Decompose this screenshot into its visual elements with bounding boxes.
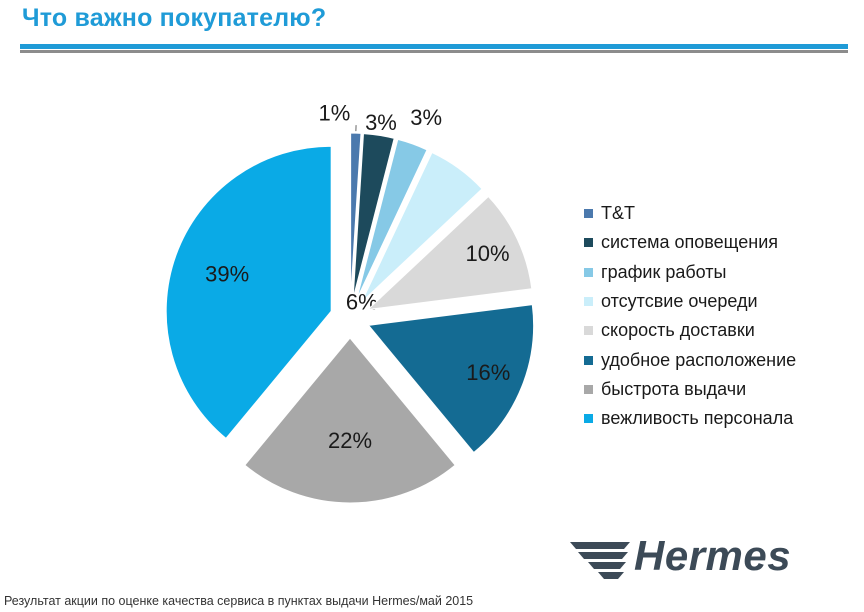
legend-swatch xyxy=(584,355,593,365)
legend-swatch xyxy=(584,238,593,248)
pie-slice xyxy=(165,145,332,440)
legend-swatch xyxy=(584,209,593,219)
legend-label: быстрота выдачи xyxy=(601,378,747,399)
legend-swatch xyxy=(584,384,593,394)
legend-label: вежливость персонала xyxy=(601,408,794,429)
legend-label: T&T xyxy=(601,203,635,224)
hermes-logo-text: Hermes xyxy=(634,532,792,579)
slice-value-label: 39% xyxy=(205,261,249,286)
legend-item: система оповещения xyxy=(584,228,796,257)
hermes-logo: Hermes xyxy=(570,532,820,586)
legend-item: скорость доставки xyxy=(584,316,796,345)
legend-label: система оповещения xyxy=(601,232,778,253)
title-rule-blue xyxy=(20,44,848,49)
legend-swatch xyxy=(584,326,593,336)
title-rule-grey xyxy=(20,50,848,53)
legend-item: T&T xyxy=(584,199,796,228)
legend-item: удобное расположение xyxy=(584,345,796,374)
legend-label: скорость доставки xyxy=(601,320,755,341)
chart-legend: T&T система оповещения график работы отсутс… xyxy=(584,199,796,433)
slice-value-label: 10% xyxy=(466,241,510,266)
slice-value-label: 16% xyxy=(466,360,510,385)
legend-label: отсутсвие очереди xyxy=(601,291,758,312)
legend-item: вежливость персонала xyxy=(584,404,796,433)
legend-swatch xyxy=(584,414,593,424)
slice-value-label: 22% xyxy=(328,428,372,453)
legend-swatch xyxy=(584,267,593,277)
page-title: Что важно покупателю? xyxy=(22,4,327,32)
footer-note: Результат акции по оценке качества серви… xyxy=(4,594,474,608)
slice-value-label: 6% xyxy=(346,289,378,314)
pie-slice xyxy=(350,132,362,299)
legend-item: график работы xyxy=(584,258,796,287)
legend-label: удобное расположение xyxy=(601,349,797,370)
pie-slice xyxy=(367,304,535,454)
legend-label: график работы xyxy=(601,261,727,282)
pie-slice xyxy=(356,138,428,300)
pie-slice xyxy=(366,195,533,311)
slice-value-label: 3% xyxy=(410,105,442,130)
pie-slice xyxy=(352,133,395,299)
legend-item: быстрота выдачи xyxy=(584,375,796,404)
slice-value-label: 3% xyxy=(365,110,397,135)
hermes-wing-icon xyxy=(570,542,630,579)
pie-slice xyxy=(244,337,456,504)
legend-item: отсутсвие очереди xyxy=(584,287,796,316)
pie-slice xyxy=(361,151,483,303)
legend-swatch xyxy=(584,297,593,307)
slice-value-label: 1% xyxy=(319,101,351,126)
